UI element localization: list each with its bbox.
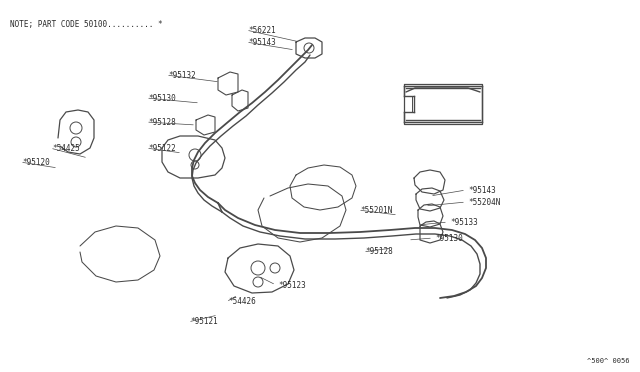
Text: *55204N: *55204N bbox=[468, 198, 500, 206]
Text: *95120: *95120 bbox=[22, 157, 50, 167]
Text: *54426: *54426 bbox=[228, 298, 256, 307]
Text: *95143: *95143 bbox=[248, 38, 276, 46]
Text: *95132: *95132 bbox=[168, 71, 196, 80]
Text: ^500^ 0056: ^500^ 0056 bbox=[588, 358, 630, 364]
Text: *56221: *56221 bbox=[248, 26, 276, 35]
Text: *95143: *95143 bbox=[468, 186, 496, 195]
Text: *95122: *95122 bbox=[148, 144, 176, 153]
Text: *95123: *95123 bbox=[278, 280, 306, 289]
Text: *95130: *95130 bbox=[148, 93, 176, 103]
Text: *95133: *95133 bbox=[450, 218, 477, 227]
Text: *55201N: *55201N bbox=[360, 205, 392, 215]
Text: *54425: *54425 bbox=[52, 144, 80, 153]
Text: *95121: *95121 bbox=[190, 317, 218, 327]
Text: *95128: *95128 bbox=[365, 247, 393, 257]
Text: *95130: *95130 bbox=[435, 234, 463, 243]
Text: *95128: *95128 bbox=[148, 118, 176, 126]
Text: NOTE; PART CODE 50100.......... *: NOTE; PART CODE 50100.......... * bbox=[10, 20, 163, 29]
